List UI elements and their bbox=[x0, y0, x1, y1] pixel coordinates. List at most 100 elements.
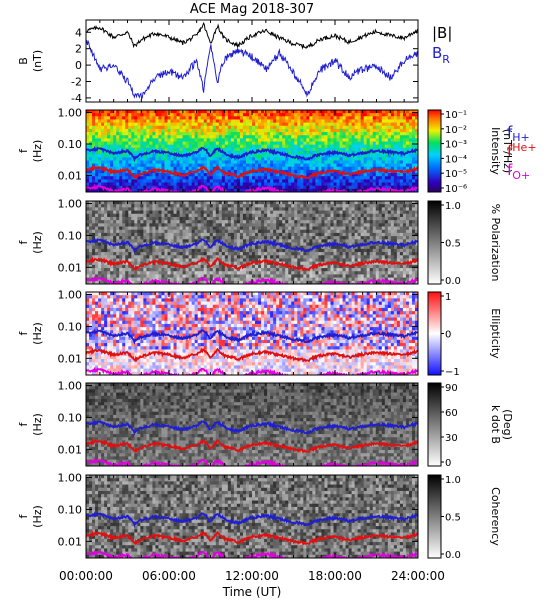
colorbar-tick-label: 1.0 bbox=[445, 475, 461, 486]
legend-Oplus: fO+ bbox=[507, 161, 530, 182]
colorbar-tick-label: 0.5 bbox=[445, 239, 461, 250]
series-B_R bbox=[86, 39, 418, 101]
y-unit-text: (Hz) bbox=[31, 231, 44, 254]
colorbar-unit-text: (Deg) bbox=[501, 409, 514, 440]
legend-radial: BR bbox=[432, 44, 450, 66]
y-tick-label: -4 bbox=[71, 92, 82, 105]
colorbar-tick-label: 90 bbox=[445, 383, 458, 394]
gyro-curve-f_Hplus bbox=[86, 237, 418, 254]
x-tick-label: 00:00:00 bbox=[59, 569, 113, 583]
gyro-curve-f_Hplus bbox=[86, 328, 418, 345]
y-unit-text: (Hz) bbox=[31, 322, 44, 345]
y-unit-text: (Hz) bbox=[31, 413, 44, 436]
y-tick-label: 0.01 bbox=[58, 170, 83, 183]
y-axis-label: f (Hz) bbox=[17, 322, 44, 345]
y-label-text: f bbox=[17, 330, 30, 335]
colorbar-label-text: % Polarization bbox=[489, 204, 502, 282]
y-tick-label: 1.00 bbox=[58, 472, 83, 485]
y-tick-label: 0.10 bbox=[58, 138, 83, 151]
colorbar-label: k dot B (Deg) bbox=[489, 405, 514, 444]
panel-2: 0.01 0.10 1.00 f (Hz) 10⁻¹ 10⁻² 10⁻³ 10⁻⁴ 10⁻⁵ 10⁻… bbox=[17, 106, 537, 195]
colorbar-tick-label: 0.0 bbox=[445, 550, 461, 561]
colorbar-tick-label: −1 bbox=[445, 367, 460, 378]
colorbar-tick-label: 0 bbox=[445, 458, 451, 469]
colorbar-tick-label: 1.0 bbox=[445, 201, 461, 212]
legend-sub: O+ bbox=[512, 169, 530, 182]
y-unit-text: (nT) bbox=[31, 50, 44, 72]
colorbar-tick-label: 10⁻⁵ bbox=[445, 169, 467, 180]
plot-area bbox=[86, 20, 418, 102]
y-label-text: f bbox=[17, 513, 30, 518]
gyro-curve-f_Heplus bbox=[86, 256, 418, 272]
colorbar-label: Ellipticity bbox=[489, 308, 502, 359]
y-tick-label: 0.01 bbox=[58, 261, 83, 274]
colorbar bbox=[427, 109, 442, 193]
y-tick-label: 0 bbox=[75, 59, 82, 72]
x-tick-label: 06:00:00 bbox=[142, 569, 196, 583]
y-axis-label: f (Hz) bbox=[17, 505, 44, 528]
legend-sub: H+ bbox=[512, 131, 530, 144]
y-axis-label: f (Hz) bbox=[17, 413, 44, 436]
y-tick-label: 0.01 bbox=[58, 352, 83, 365]
colorbar-tick-label: 10⁻¹ bbox=[445, 110, 467, 121]
gyro-curve-f_Heplus bbox=[86, 347, 418, 363]
colorbar-label-text: Intensity bbox=[489, 127, 502, 175]
y-axis-label: f (Hz) bbox=[17, 140, 44, 163]
spectrogram-image bbox=[86, 110, 418, 192]
legend-Heplus: fHe+ bbox=[507, 141, 537, 160]
colorbar-label-text: k dot B bbox=[489, 405, 502, 444]
gyro-curve-f_Hplus bbox=[86, 419, 418, 436]
y-tick-label: 1.00 bbox=[58, 198, 83, 211]
time-axis: 00:00:00 06:00:00 12:00:00 18:00:00 24:00:00 bbox=[59, 569, 445, 583]
y-label-text: B bbox=[17, 57, 30, 65]
y-tick-label: 0.10 bbox=[58, 411, 83, 424]
legend-radial-sub: R bbox=[442, 53, 450, 66]
y-tick-label: 0.01 bbox=[58, 443, 83, 456]
y-tick-label: 2 bbox=[75, 43, 82, 56]
y-unit-text: (Hz) bbox=[31, 505, 44, 528]
panel-6: 0.01 0.10 1.00 f (Hz) 1.0 0.5 0.0 Coherency bbox=[17, 472, 502, 561]
series-|B| bbox=[86, 21, 418, 50]
spectrogram-image bbox=[86, 383, 418, 466]
colorbar bbox=[427, 291, 442, 376]
colorbar-unit-text: (nT²/Hz) bbox=[501, 129, 514, 173]
colorbar-tick-label: 10⁻⁶ bbox=[445, 184, 467, 195]
y-tick-label: 0.10 bbox=[58, 229, 83, 242]
y-axis-label: f (Hz) bbox=[17, 231, 44, 254]
y-axis-label: B (nT) bbox=[17, 50, 44, 72]
y-tick-label: 0.10 bbox=[58, 503, 83, 516]
spectrogram-image bbox=[86, 475, 418, 558]
y-tick-label: 1.00 bbox=[58, 289, 83, 302]
gyro-curve-f_Heplus bbox=[86, 164, 418, 180]
colorbar-tick-label: 60 bbox=[445, 408, 458, 419]
y-tick-label: 0.10 bbox=[58, 320, 83, 333]
gyro-curve-f_Hplus bbox=[86, 511, 418, 528]
x-tick-label: 24:00:00 bbox=[391, 569, 445, 583]
y-label-text: f bbox=[17, 421, 30, 426]
colorbar-tick-label: 0.5 bbox=[445, 513, 461, 524]
gyro-curve-f_Heplus bbox=[86, 438, 418, 454]
panel-3: 0.01 0.10 1.00 f (Hz) 1.0 0.5 0.0 % Polarization bbox=[17, 198, 502, 287]
colorbar-tick-label: 30 bbox=[445, 433, 458, 444]
colorbar-tick-label: 0 bbox=[445, 330, 451, 341]
gyro-curve-f_Hplus bbox=[86, 145, 418, 163]
colorbar bbox=[427, 382, 442, 467]
y-label-text: f bbox=[17, 239, 30, 244]
legend-sub: He+ bbox=[512, 141, 536, 154]
y-tick-label: 0.01 bbox=[58, 535, 83, 548]
colorbar-tick-label: 10⁻² bbox=[445, 125, 467, 136]
colorbar-label: Coherency bbox=[489, 487, 502, 546]
y-unit-text: (Hz) bbox=[31, 140, 44, 163]
colorbar-label: % Polarization bbox=[489, 204, 502, 282]
colorbar-tick-label: 1 bbox=[445, 292, 451, 303]
figure-title: ACE Mag 2018-307 bbox=[190, 2, 314, 17]
y-tick-label: 1.00 bbox=[58, 106, 83, 119]
panel-4: 0.01 0.10 1.00 f (Hz) 1 0 −1 Ellipticity bbox=[17, 289, 502, 378]
colorbar-label: Intensity (nT²/Hz) bbox=[489, 127, 514, 175]
colorbar-tick-label: 0.0 bbox=[445, 276, 461, 287]
colorbar-label-text: Ellipticity bbox=[489, 308, 502, 359]
spectrogram-image bbox=[86, 201, 418, 284]
